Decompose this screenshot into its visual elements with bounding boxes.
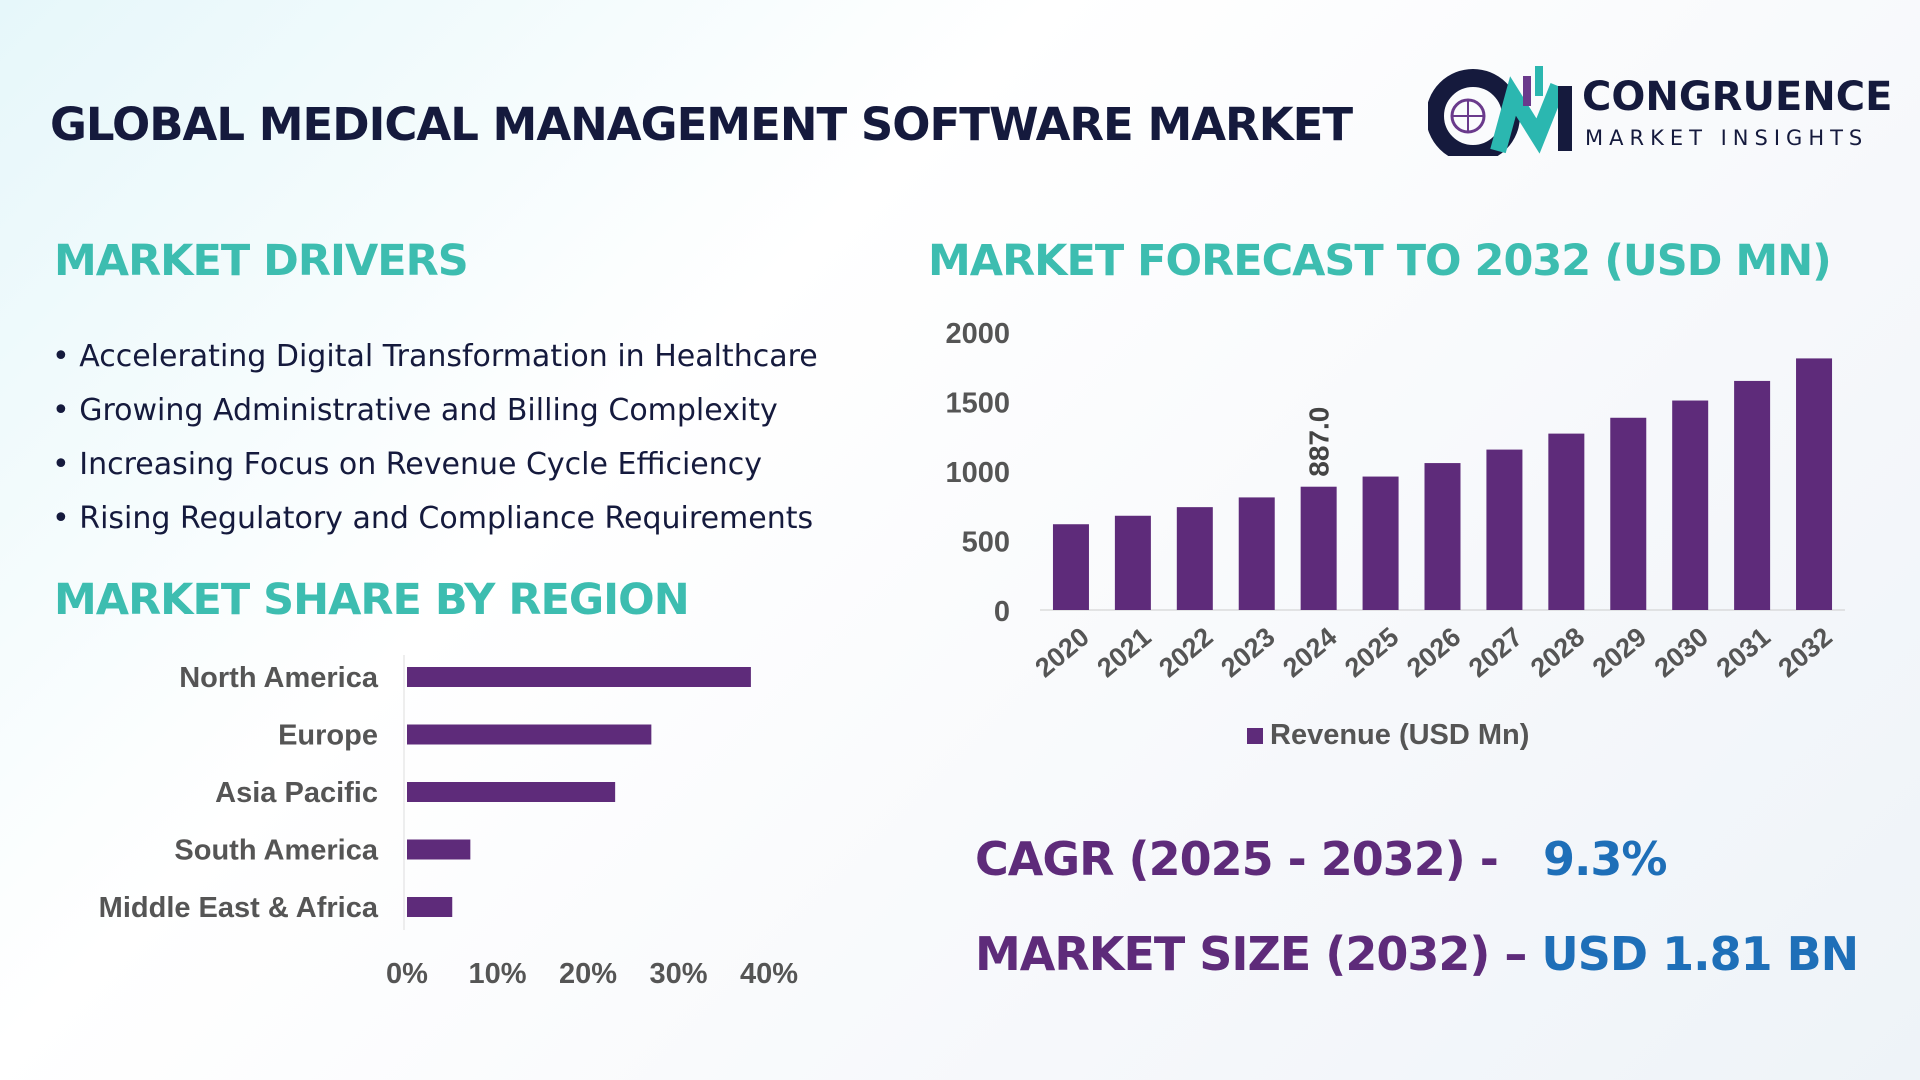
- y-tick-label: 1000: [945, 457, 1010, 489]
- x-tick-label: 2020: [1030, 622, 1095, 684]
- drivers-list: • Accelerating Digital Transformation in…: [52, 330, 818, 546]
- bar: [1362, 476, 1399, 610]
- bar: [1734, 380, 1771, 610]
- x-tick-label: 10%: [468, 958, 526, 990]
- x-tick-label: 2021: [1091, 622, 1156, 684]
- x-tick-label: 2031: [1711, 622, 1776, 684]
- bar: [1052, 524, 1089, 610]
- x-tick-label: 2026: [1401, 622, 1466, 684]
- bar: [1238, 497, 1275, 610]
- bar: [1610, 417, 1647, 610]
- bar: [1486, 449, 1523, 610]
- x-tick-label: 2030: [1649, 622, 1714, 684]
- forecast-heading: MARKET FORECAST TO 2032 (USD MN): [928, 236, 1832, 286]
- legend-swatch: [1247, 728, 1263, 744]
- x-tick-label: 0%: [386, 958, 428, 990]
- bar: [1672, 400, 1709, 610]
- logo-subtitle: MARKET INSIGHTS: [1585, 126, 1869, 150]
- y-tick-label: Middle East & Africa: [99, 892, 379, 924]
- x-tick-label: 2032: [1773, 622, 1838, 684]
- driver-item: • Accelerating Digital Transformation in…: [52, 339, 818, 374]
- bar: [407, 839, 471, 860]
- bar: [407, 667, 751, 687]
- y-tick-label: 1500: [945, 388, 1010, 420]
- drivers-heading: MARKET DRIVERS: [54, 236, 469, 286]
- driver-item: • Rising Regulatory and Compliance Requi…: [52, 501, 814, 536]
- region-heading: MARKET SHARE BY REGION: [54, 575, 690, 625]
- driver-item: • Increasing Focus on Revenue Cycle Effi…: [52, 447, 762, 482]
- x-tick-label: 30%: [649, 958, 707, 990]
- legend-label: Revenue (USD Mn): [1270, 719, 1529, 751]
- x-tick-label: 2029: [1587, 622, 1652, 684]
- data-label: 887.0: [1304, 407, 1335, 477]
- cagr-kpi: CAGR (2025 - 2032) - 9.3%: [975, 832, 1668, 886]
- bar: [1114, 515, 1151, 610]
- x-tick-label: 2024: [1277, 622, 1342, 684]
- logo-mark-icon: [1426, 66, 1572, 163]
- y-tick-label: 0: [994, 596, 1010, 628]
- bar: [1300, 486, 1337, 610]
- bar: [407, 897, 453, 917]
- page-title: GLOBAL MEDICAL MANAGEMENT SOFTWARE MARKE…: [50, 98, 1353, 151]
- bar: [1176, 507, 1213, 610]
- x-tick-label: 20%: [559, 958, 617, 990]
- y-tick-label: 500: [962, 527, 1010, 559]
- bar: [1424, 463, 1461, 610]
- bar: [1796, 358, 1833, 610]
- driver-item: • Growing Administrative and Billing Com…: [52, 393, 778, 428]
- x-tick-label: 2023: [1215, 622, 1280, 684]
- x-tick-label: 2025: [1339, 622, 1404, 684]
- bar: [407, 782, 616, 802]
- market-size-kpi: MARKET SIZE (2032) – USD 1.81 BN: [975, 927, 1859, 981]
- y-tick-label: South America: [174, 835, 378, 867]
- x-tick-label: 2022: [1153, 622, 1218, 684]
- region-chart: North America Europe Asia Pacific South Ame…: [99, 655, 798, 990]
- y-tick-label: Europe: [278, 720, 378, 752]
- bar: [407, 724, 652, 745]
- y-tick-label: North America: [179, 662, 379, 694]
- bar: [1548, 433, 1585, 610]
- x-tick-label: 2027: [1463, 622, 1528, 684]
- y-tick-label: 2000: [945, 318, 1010, 350]
- logo: [1426, 56, 1578, 163]
- x-tick-label: 40%: [740, 958, 798, 990]
- y-tick-label: Asia Pacific: [215, 777, 378, 809]
- logo-name: CONGRUENCE: [1582, 74, 1893, 120]
- x-tick-label: 2028: [1525, 622, 1590, 684]
